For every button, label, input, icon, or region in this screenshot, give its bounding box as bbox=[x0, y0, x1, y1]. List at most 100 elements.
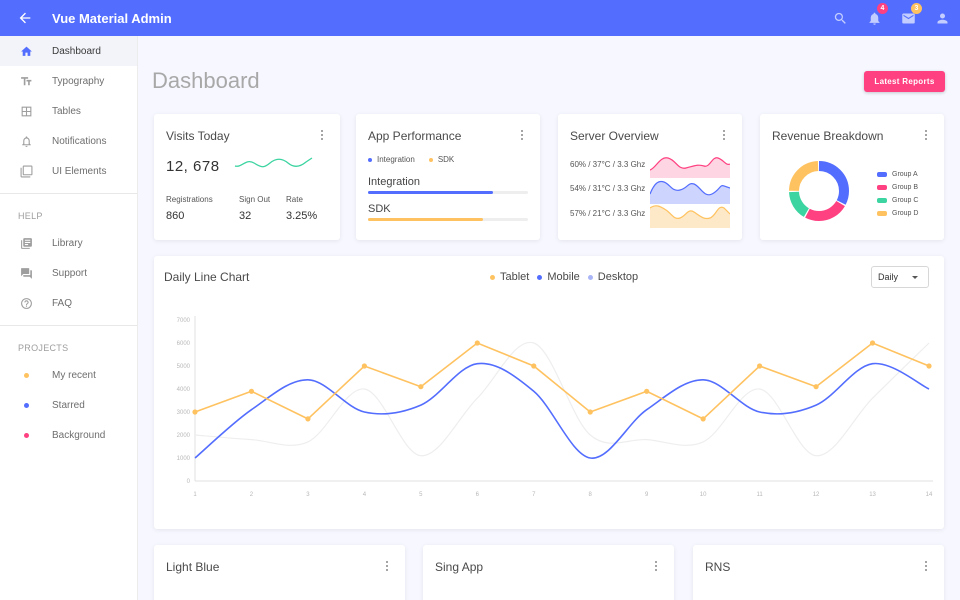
tablet-point bbox=[644, 388, 650, 394]
sidebar-item-tables[interactable]: Tables bbox=[0, 96, 137, 126]
card-title: Light Blue bbox=[166, 560, 220, 574]
legend-item-desktop: Desktop bbox=[587, 271, 638, 283]
x-tick-label: 11 bbox=[756, 492, 763, 498]
sidebar-item-starred[interactable]: Starred bbox=[0, 390, 137, 420]
tablet-point bbox=[813, 384, 819, 390]
sidebar-item-background[interactable]: Background bbox=[0, 420, 137, 450]
integration-progress bbox=[368, 191, 528, 194]
more-vert-icon[interactable] bbox=[320, 130, 324, 142]
sidebar-item-label: Support bbox=[52, 267, 88, 279]
legend-item-tablet: Tablet bbox=[490, 271, 529, 283]
tablet-point bbox=[418, 384, 424, 390]
sidebar-item-my-recent[interactable]: My recent bbox=[0, 360, 137, 390]
visits-sparkline bbox=[234, 157, 313, 168]
tablet-point bbox=[474, 340, 480, 346]
more-vert-icon[interactable] bbox=[722, 130, 726, 142]
sidebar-divider bbox=[0, 325, 137, 326]
card-title: Server Overview bbox=[570, 129, 659, 143]
sidebar-item-notifications[interactable]: Notifications bbox=[0, 126, 137, 156]
sidebar-item-label: FAQ bbox=[52, 297, 73, 309]
x-tick-label: 7 bbox=[532, 492, 536, 498]
signout-value: 32 bbox=[239, 210, 252, 222]
registrations-value: 860 bbox=[166, 210, 185, 222]
tablet-point bbox=[305, 416, 311, 422]
tablet-point bbox=[531, 363, 537, 369]
arrow-back-icon[interactable] bbox=[17, 10, 33, 26]
series-line-tablet bbox=[194, 342, 930, 420]
more-vert-icon[interactable] bbox=[654, 561, 658, 573]
y-tick-label: 5000 bbox=[177, 364, 191, 370]
daily-chart-legend: Tablet Mobile Desktop bbox=[490, 271, 638, 283]
sidebar-item-label: Tables bbox=[52, 105, 81, 117]
legend-dot-icon bbox=[368, 157, 372, 162]
legend-dot-icon bbox=[587, 274, 593, 280]
server-overview-card: Server Overview 60% / 37°C / 3.3 Ghz 54%… bbox=[558, 114, 742, 240]
sidebar-item-dashboard[interactable]: Dashboard bbox=[0, 36, 137, 66]
more-vert-icon[interactable] bbox=[385, 561, 389, 573]
sidebar-section-projects: PROJECTS bbox=[18, 343, 69, 353]
x-tick-label: 6 bbox=[476, 492, 480, 498]
mail-icon[interactable]: 3 bbox=[900, 3, 922, 26]
card-title: App Performance bbox=[368, 129, 462, 143]
donut-slice-group-a bbox=[789, 161, 849, 221]
account-icon[interactable] bbox=[934, 10, 950, 26]
legend-swatch-icon bbox=[877, 198, 887, 203]
visits-today-card: Visits Today 12, 678 Registrations 860 S… bbox=[154, 114, 340, 240]
integration-label: Integration bbox=[368, 176, 420, 188]
x-tick-label: 12 bbox=[813, 492, 820, 498]
rate-label: Rate bbox=[286, 195, 303, 204]
legend-label: Tablet bbox=[500, 271, 530, 283]
period-select[interactable]: Daily bbox=[871, 266, 929, 288]
notifications-badge: 4 bbox=[877, 3, 888, 14]
dropdown-caret-icon bbox=[912, 276, 918, 279]
legend-label: Group D bbox=[892, 210, 919, 217]
card-title: Revenue Breakdown bbox=[772, 129, 884, 143]
legend-label: SDK bbox=[437, 155, 455, 164]
more-vert-icon[interactable] bbox=[520, 130, 524, 142]
y-tick-label: 7000 bbox=[177, 318, 191, 324]
tablet-point bbox=[248, 388, 255, 394]
project-dot-icon bbox=[23, 372, 29, 378]
registrations-label: Registrations bbox=[166, 195, 213, 204]
series-line-desktop bbox=[194, 341, 930, 457]
x-tick-label: 9 bbox=[645, 492, 649, 498]
rns-card: RNS bbox=[693, 545, 944, 600]
sidebar-item-ui-elements[interactable]: UI Elements bbox=[0, 156, 137, 186]
performance-legend: Integration SDK bbox=[368, 155, 454, 164]
more-vert-icon[interactable] bbox=[924, 561, 928, 573]
x-tick-label: 4 bbox=[363, 492, 367, 498]
legend-swatch-icon bbox=[877, 211, 887, 216]
sidebar-item-typography[interactable]: Typography bbox=[0, 66, 137, 96]
sidebar-item-label: Library bbox=[52, 237, 83, 249]
legend-label: Mobile bbox=[547, 271, 580, 283]
tablet-point bbox=[869, 340, 876, 346]
sing-app-card: Sing App bbox=[423, 545, 674, 600]
revenue-legend-item: Group D bbox=[877, 210, 918, 217]
tablet-point bbox=[757, 363, 763, 369]
search-icon[interactable] bbox=[832, 10, 848, 26]
server-row-label: 60% / 37°C / 3.3 Ghz bbox=[570, 160, 646, 169]
sidebar-item-library[interactable]: Library bbox=[0, 228, 137, 258]
sdk-progress bbox=[368, 218, 528, 221]
y-tick-label: 6000 bbox=[177, 341, 191, 347]
legend-swatch-icon bbox=[877, 172, 887, 177]
x-tick-label: 13 bbox=[869, 492, 876, 498]
latest-reports-button[interactable]: Latest Reports bbox=[864, 71, 945, 92]
y-tick-label: 0 bbox=[187, 479, 191, 485]
sidebar-divider bbox=[0, 193, 137, 194]
y-tick-label: 3000 bbox=[177, 410, 191, 416]
server-area-chart-2 bbox=[650, 180, 730, 204]
sidebar-item-support[interactable]: Support bbox=[0, 258, 137, 288]
tablet-point bbox=[587, 409, 593, 415]
sidebar-item-faq[interactable]: FAQ bbox=[0, 288, 137, 318]
series-line-mobile bbox=[194, 362, 930, 459]
y-tick-label: 4000 bbox=[177, 387, 191, 393]
legend-item-mobile: Mobile bbox=[537, 271, 580, 283]
project-dot-icon bbox=[23, 432, 29, 438]
legend-label: Group C bbox=[892, 197, 919, 204]
notifications-bell-icon[interactable]: 4 bbox=[866, 3, 888, 26]
more-vert-icon[interactable] bbox=[924, 130, 928, 142]
x-tick-label: 1 bbox=[193, 492, 197, 498]
tablet-point bbox=[926, 363, 932, 369]
